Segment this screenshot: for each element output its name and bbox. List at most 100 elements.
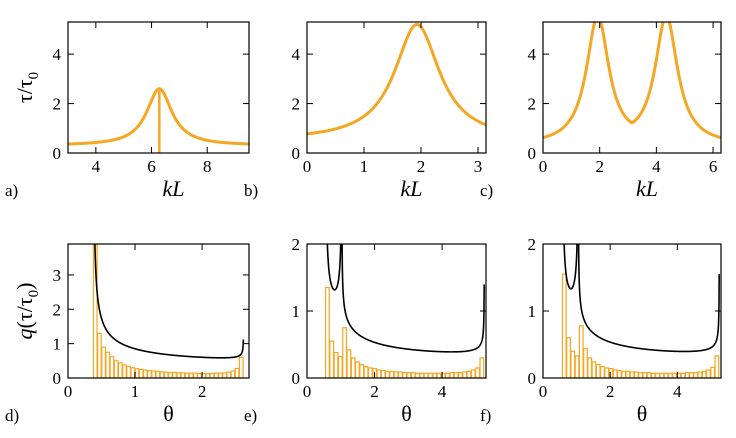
histogram-bar xyxy=(205,372,211,378)
y-tick-label: 4 xyxy=(528,45,537,64)
histogram-bar xyxy=(142,369,148,378)
histogram-bar xyxy=(578,325,584,378)
histogram-bar xyxy=(97,332,102,378)
envelope-curve xyxy=(326,244,485,353)
histogram-bar xyxy=(192,372,198,378)
panel-b: 0 1 2 3 0 2 4 kL b) xyxy=(244,21,487,201)
histogram-bar xyxy=(410,372,416,378)
histogram-bar xyxy=(355,361,360,378)
histogram-bar xyxy=(226,371,232,378)
y-tick-label: 3 xyxy=(53,266,62,285)
histogram-bar xyxy=(419,372,425,378)
x-axis-label: θ xyxy=(401,401,412,426)
axes-frame xyxy=(67,243,250,379)
histogram-bar xyxy=(342,327,348,378)
histogram-bar xyxy=(363,366,369,378)
y-tick-label: 0 xyxy=(528,144,537,163)
histogram-bar xyxy=(608,368,614,378)
histogram-bar xyxy=(180,372,186,378)
x-tick-label: 2 xyxy=(417,157,426,176)
histogram-bar xyxy=(587,357,593,378)
histogram-bar xyxy=(147,370,152,378)
x-tick-label: 0 xyxy=(303,382,312,401)
y-label-subscript: 0 xyxy=(26,290,42,298)
y-tick-label: 1 xyxy=(53,335,62,354)
histogram-bar xyxy=(445,372,450,378)
plot-area xyxy=(68,87,249,153)
histogram-bar xyxy=(159,371,165,378)
x-tick-label: 0 xyxy=(64,382,73,401)
x-tick-label: 0 xyxy=(539,382,548,401)
histogram-bar xyxy=(432,372,438,378)
panel-f: 0 2 4 0 1 2 θ f) xyxy=(480,235,722,426)
x-tick-label: 4 xyxy=(92,157,101,176)
histogram-bar xyxy=(566,337,571,378)
y-tick-label: 1 xyxy=(528,302,537,321)
x-tick-label: 2 xyxy=(606,382,615,401)
plot-area xyxy=(561,244,720,378)
histogram-bar xyxy=(710,366,716,378)
axes-frame xyxy=(542,21,722,154)
histogram-bar xyxy=(714,355,720,378)
histogram-bar xyxy=(629,371,635,378)
y-label-part: (τ/τ xyxy=(12,297,37,328)
x-tick-label: 4 xyxy=(673,382,682,401)
y-tick-label: 1 xyxy=(292,302,301,321)
histogram-bar xyxy=(706,369,711,378)
histogram-bar xyxy=(415,372,420,378)
panel-letter-label: e) xyxy=(244,406,257,425)
histogram-bar xyxy=(130,367,136,378)
histogram-bar xyxy=(324,286,330,378)
histogram-bar xyxy=(423,372,429,378)
histogram-bar xyxy=(109,356,115,378)
x-tick-label: 1 xyxy=(360,157,369,176)
histogram-bar xyxy=(427,372,433,378)
y-label-part: τ/τ xyxy=(12,79,37,103)
histogram-bar xyxy=(436,372,442,378)
y-tick-label: 0 xyxy=(53,144,62,163)
envelope-curve xyxy=(563,244,720,353)
y-tick-label: 2 xyxy=(53,300,62,319)
panel-e: 0 2 4 0 1 2 θ e) xyxy=(244,235,487,426)
histogram-bar xyxy=(218,372,223,378)
x-tick-label: 2 xyxy=(595,157,604,176)
histogram-bar xyxy=(470,369,476,378)
histogram-bar xyxy=(667,372,673,378)
histogram-bar xyxy=(402,372,408,378)
histogram-bar xyxy=(176,372,182,378)
panel-letter-label: b) xyxy=(244,181,258,200)
x-tick-label: 2 xyxy=(370,382,379,401)
y-axis-label: q(τ/τ0) xyxy=(12,283,42,340)
plot-area xyxy=(324,244,485,378)
y-tick-label: 0 xyxy=(53,369,62,388)
histogram-bar xyxy=(689,372,694,378)
histogram-bar xyxy=(646,372,652,378)
y-label-part: ) xyxy=(12,283,37,290)
axes-frame xyxy=(67,21,250,154)
histogram-bar xyxy=(462,371,468,378)
x-tick-label: 6 xyxy=(709,157,718,176)
histogram-bar xyxy=(466,370,472,378)
histogram-bar xyxy=(380,370,386,378)
histogram-bar xyxy=(209,372,215,378)
y-tick-label: 2 xyxy=(53,95,62,114)
histogram-bar xyxy=(616,370,622,378)
x-tick-label: 8 xyxy=(203,157,212,176)
envelope-curve xyxy=(94,244,245,359)
y-tick-label: 0 xyxy=(292,144,301,163)
histogram-bar xyxy=(638,372,644,378)
histogram-bar xyxy=(350,357,356,378)
histogram-bar xyxy=(655,372,660,378)
histogram-bar xyxy=(449,372,455,378)
axes-frame xyxy=(306,21,487,154)
histogram-bar xyxy=(213,372,219,378)
histogram-bar xyxy=(167,371,173,378)
x-tick-label: 1 xyxy=(131,382,140,401)
histogram-bar xyxy=(155,370,161,378)
x-axis-label: θ xyxy=(163,401,174,426)
histogram-bar xyxy=(574,355,580,378)
histogram-bar xyxy=(376,369,382,378)
data-curve xyxy=(307,22,486,136)
